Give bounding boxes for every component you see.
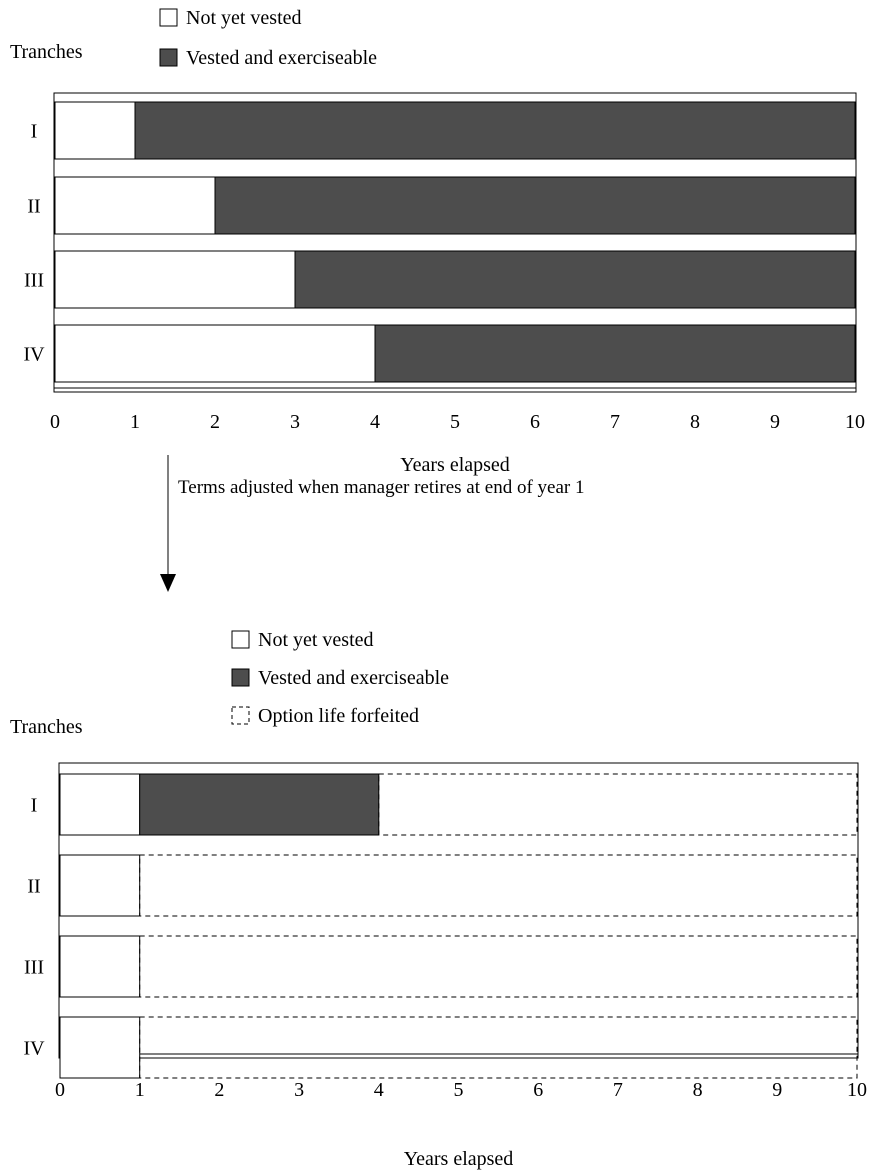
chart-adjusted-vesting: Tranches Not yet vested Vested and exercis… [10, 629, 867, 1170]
bar-vested-II [214, 176, 856, 235]
x-tick-label: 4 [370, 411, 380, 433]
chart-original-vesting: Tranches Not yet vested Vested and exercis… [10, 7, 865, 476]
category-label-IV: IV [23, 344, 45, 366]
x-tick-label: 10 [845, 411, 865, 433]
category-label-II: II [27, 196, 40, 218]
x-tick-label: 9 [772, 1079, 782, 1101]
x-tick-label: 8 [690, 411, 700, 433]
transition-label: Terms adjusted when manager retires at e… [178, 477, 584, 498]
bar-forfeited-II [139, 854, 858, 917]
transition-arrow-group: Terms adjusted when manager retires at e… [160, 455, 584, 592]
category-label-I: I [31, 121, 38, 143]
bar-vested-I [134, 101, 856, 160]
bar-not_vested-II [54, 176, 216, 235]
legend-label-not_vested: Not yet vested [186, 7, 302, 29]
legend-label-forfeited: Option life forfeited [258, 705, 419, 727]
legend-swatch-not_vested [159, 8, 178, 27]
x-tick-label: 1 [135, 1079, 145, 1101]
legend-swatch-vested [159, 48, 178, 67]
x-tick-label: 10 [847, 1079, 867, 1101]
category-label-III: III [24, 957, 44, 979]
x-tick-label: 2 [214, 1079, 224, 1101]
legend-label-vested: Vested and exerciseable [258, 667, 449, 689]
bar-vested-I [139, 773, 380, 836]
x-tick-label: 0 [50, 411, 60, 433]
bar-vested-IV [374, 324, 856, 383]
category-label-I: I [31, 795, 38, 817]
x-tick-label: 1 [130, 411, 140, 433]
bar-not_vested-IV [54, 324, 376, 383]
x-tick-label: 7 [610, 411, 620, 433]
legend-swatch-vested [231, 668, 250, 687]
down-arrow-head [160, 574, 176, 592]
bar-not_vested-I [54, 101, 136, 160]
x-tick-label: 3 [290, 411, 300, 433]
bar-not_vested-III [54, 250, 296, 309]
x-tick-label: 4 [374, 1079, 384, 1101]
category-label-IV: IV [23, 1038, 45, 1060]
bar-forfeited-IV [139, 1016, 858, 1079]
bar-forfeited-I [378, 773, 858, 836]
x-tick-label: 3 [294, 1079, 304, 1101]
bar-not_vested-IV [59, 1016, 141, 1079]
legend-swatch-not_vested [231, 630, 250, 649]
bar-not_vested-I [59, 773, 141, 836]
x-tick-label: 7 [613, 1079, 623, 1101]
category-label-II: II [27, 876, 40, 898]
tranches-label: Tranches [10, 41, 83, 63]
x-axis-label: Years elapsed [404, 1148, 514, 1170]
x-tick-label: 6 [533, 1079, 543, 1101]
x-tick-label: 6 [530, 411, 540, 433]
x-tick-label: 5 [450, 411, 460, 433]
x-tick-label: 8 [693, 1079, 703, 1101]
legend-swatch-forfeited [231, 706, 250, 725]
category-label-III: III [24, 270, 44, 292]
tranches-label: Tranches [10, 716, 83, 738]
legend-label-vested: Vested and exerciseable [186, 47, 377, 69]
x-tick-label: 2 [210, 411, 220, 433]
x-axis-label: Years elapsed [400, 454, 510, 476]
bar-forfeited-III [139, 935, 858, 998]
x-tick-label: 5 [454, 1079, 464, 1101]
plot-frame [58, 762, 859, 1059]
x-tick-label: 0 [55, 1079, 65, 1101]
x-tick-label: 9 [770, 411, 780, 433]
bar-not_vested-II [59, 854, 141, 917]
bar-not_vested-III [59, 935, 141, 998]
legend-label-not_vested: Not yet vested [258, 629, 374, 651]
bar-vested-III [294, 250, 856, 309]
plot-frame [53, 92, 857, 393]
